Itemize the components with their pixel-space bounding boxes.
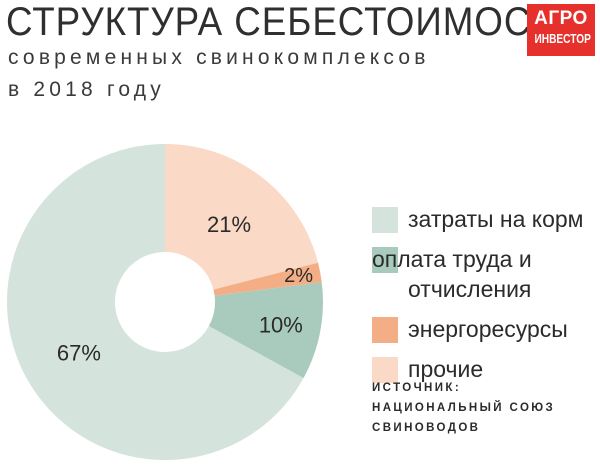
chart-subtitle-line1: современных свинокомплексов (8, 46, 430, 69)
pie-slice-feed (6, 144, 304, 460)
pie-slice-labor (208, 282, 323, 379)
data-label-energy: 2% (284, 265, 313, 287)
legend-item-other: прочие (372, 354, 592, 394)
data-label-labor: 10% (259, 312, 303, 337)
source-line3: СВИНОВОДОВ (372, 422, 481, 434)
legend-item-energy: энергоресурсы (372, 314, 592, 354)
chart-title: СТРУКТУРА СЕБЕСТОИМОСТИ (6, 0, 581, 44)
agroinvestor-logo: АГРО ИНВЕСТОР (527, 4, 595, 56)
pie-slice-other (165, 144, 319, 290)
legend-swatch-energy (372, 317, 398, 343)
data-label-other: 21% (207, 212, 251, 237)
logo-line1: АГРО (534, 8, 588, 29)
legend-label-labor: оплата труда и отчисления (372, 246, 532, 302)
pie-slice-energy (213, 262, 322, 296)
logo-line2: ИНВЕСТОР (534, 31, 591, 46)
legend-label-energy: энергоресурсы (408, 316, 568, 342)
chart-legend: затраты на корм оплата труда и отчислени… (372, 204, 592, 394)
legend-item-labor: оплата труда и отчисления (372, 244, 592, 314)
source-line1: ИСТОЧНИК: (372, 382, 462, 394)
chart-subtitle-line2: в 2018 году (8, 78, 165, 101)
data-label-feed: 67% (57, 340, 101, 365)
legend-label-feed: затраты на корм (408, 206, 584, 232)
legend-swatch-other (372, 357, 398, 383)
source-note: ИСТОЧНИК: НАЦИОНАЛЬНЫЙ СОЮЗ СВИНОВОДОВ (372, 378, 592, 438)
legend-item-feed: затраты на корм (372, 204, 592, 244)
source-line2: НАЦИОНАЛЬНЫЙ СОЮЗ (372, 402, 556, 414)
legend-swatch-labor (372, 247, 398, 273)
legend-label-other: прочие (408, 356, 484, 382)
legend-swatch-feed (372, 207, 398, 233)
